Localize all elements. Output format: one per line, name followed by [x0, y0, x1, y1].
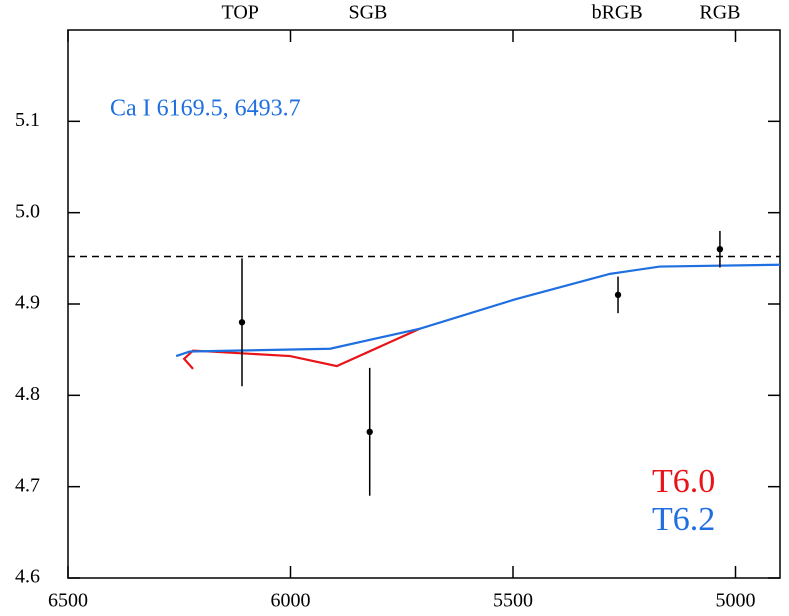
series-line — [175, 263, 781, 358]
y-tick-label: 5.0 — [15, 200, 40, 222]
legend-label: T6.2 — [652, 501, 715, 538]
x-tick-label: 5500 — [493, 590, 533, 612]
annotation: Ca I 6169.5, 6493.7 — [110, 96, 301, 122]
x-tick-label: 6500 — [48, 590, 88, 612]
x-tick-label: 6000 — [271, 590, 311, 612]
y-tick-label: 4.6 — [15, 566, 40, 588]
phase-label: TOP — [222, 2, 259, 24]
x-tick-label: 5000 — [716, 590, 756, 612]
y-tick-label: 4.7 — [15, 474, 40, 496]
phase-label: bRGB — [592, 2, 643, 24]
phase-label: SGB — [348, 2, 387, 24]
observation-point — [716, 246, 724, 253]
observation-point — [614, 291, 622, 299]
phase-label: RGB — [699, 2, 740, 24]
observation-point — [366, 428, 373, 436]
legend-label: T6.0 — [652, 463, 715, 500]
y-tick-label: 4.9 — [15, 292, 40, 314]
observation-point — [238, 319, 246, 326]
y-tick-label: 5.1 — [15, 109, 40, 131]
y-tick-label: 4.8 — [15, 383, 40, 405]
